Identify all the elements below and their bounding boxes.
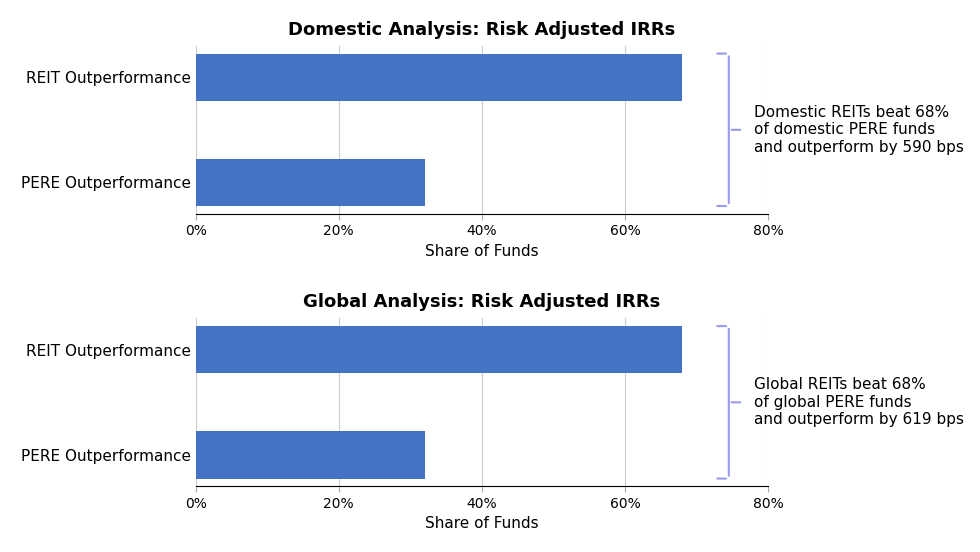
Title: Global Analysis: Risk Adjusted IRRs: Global Analysis: Risk Adjusted IRRs [303,293,661,311]
Bar [196,159,424,206]
Bar [196,54,682,101]
Bar [196,431,424,479]
X-axis label: Share of Funds: Share of Funds [425,243,539,259]
Bar [196,326,682,373]
Text: Global REITs beat 68%
of global PERE funds
and outperform by 619 bps: Global REITs beat 68% of global PERE fun… [754,378,964,427]
X-axis label: Share of Funds: Share of Funds [425,516,539,531]
Title: Domestic Analysis: Risk Adjusted IRRs: Domestic Analysis: Risk Adjusted IRRs [288,21,675,39]
Text: Domestic REITs beat 68%
of domestic PERE funds
and outperform by 590 bps: Domestic REITs beat 68% of domestic PERE… [754,105,963,155]
